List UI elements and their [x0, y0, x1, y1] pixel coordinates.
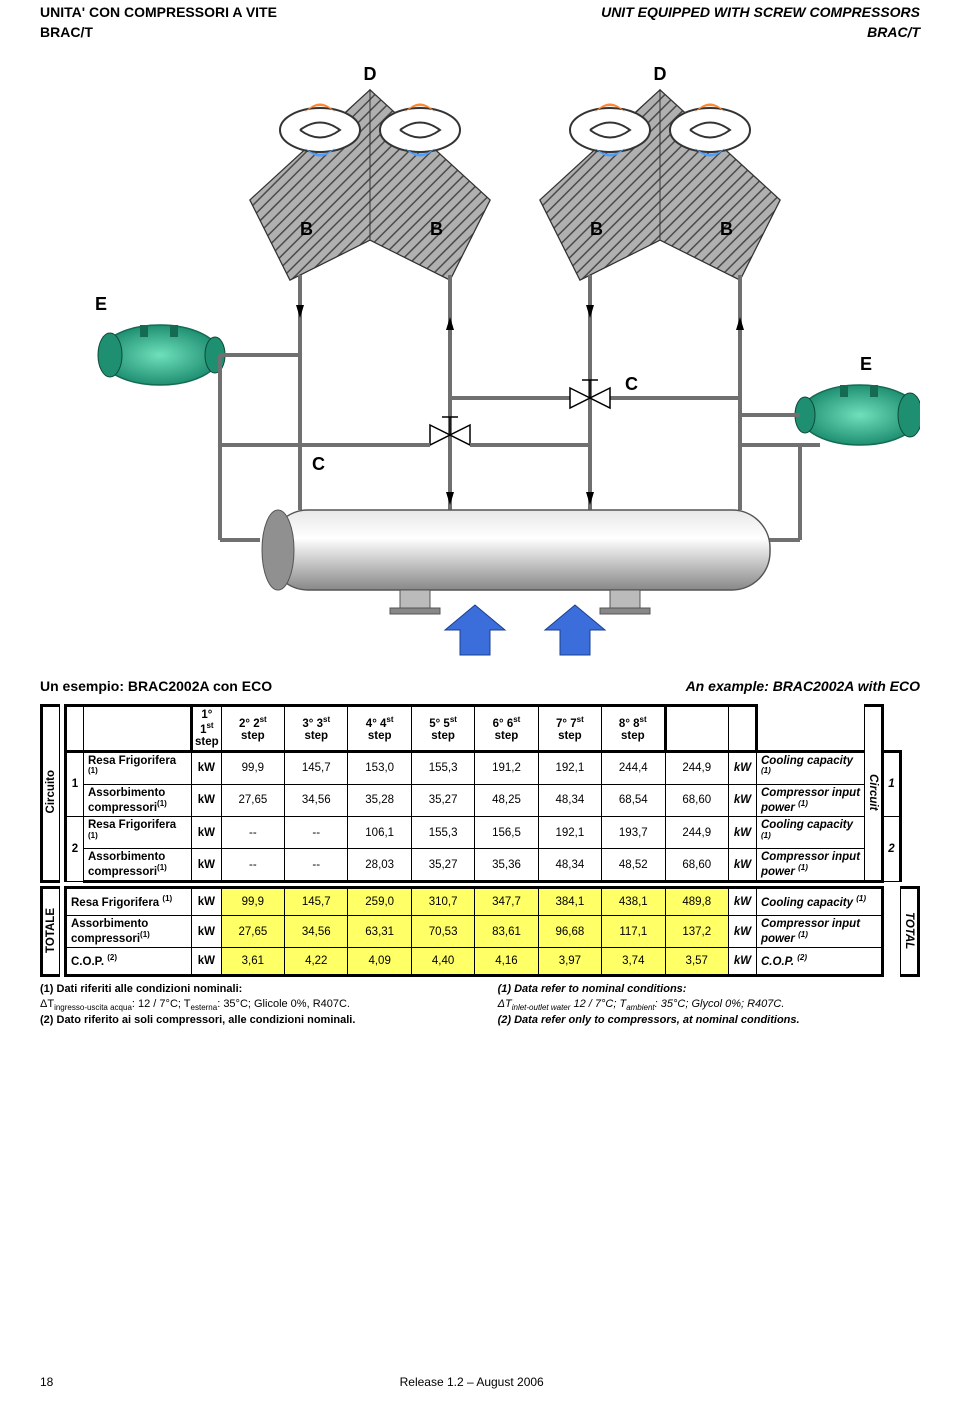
side-label-totale: TOTALE — [45, 908, 57, 953]
svg-text:B: B — [430, 219, 443, 239]
row-resa-2: Resa Frigorifera (1) — [84, 817, 192, 849]
row-tot-assorb: Assorbimento compressori(1) — [66, 916, 192, 948]
row-cooling-2: Cooling capacity (1) — [757, 817, 865, 849]
step-2: 2° 2ststep — [221, 706, 284, 752]
system-diagram: D B B D B B E — [40, 50, 920, 660]
model-en: BRAC/T — [867, 24, 920, 40]
row-comppower-1: Compressor input power (1) — [757, 784, 865, 816]
step-5: 5° 5ststep — [411, 706, 474, 752]
row-tot-cooling: Cooling capacity (1) — [757, 888, 883, 916]
step-7: 7° 7ststep — [538, 706, 601, 752]
model-row: BRAC/T BRAC/T — [40, 24, 920, 40]
row-tot-resa: Resa Frigorifera (1) — [66, 888, 192, 916]
page-footer: 18 Release 1.2 – August 2006 — [40, 1375, 920, 1389]
svg-text:D: D — [364, 64, 377, 84]
side-label-total: TOTAL — [903, 912, 915, 949]
step-4: 4° 4ststep — [348, 706, 411, 752]
row-tot-comppower: Compressor input power (1) — [757, 916, 883, 948]
row-cooling-1: Cooling capacity (1) — [757, 751, 865, 784]
data-table-wrap: Circuito 1° 1ststep 2° 2ststep 3° 3stste… — [40, 704, 920, 977]
step-8: 8° 8ststep — [602, 706, 665, 752]
example-it: Un esempio: BRAC2002A con ECO — [40, 678, 272, 694]
footnotes-en: (1) Data refer to nominal conditions: ΔT… — [498, 983, 920, 1029]
title-en: UNIT EQUIPPED WITH SCREW COMPRESSORS — [601, 4, 920, 20]
svg-text:C: C — [312, 454, 325, 474]
row-cop: C.O.P. (2) — [66, 948, 192, 976]
title-it: UNITA' CON COMPRESSORI A VITE — [40, 4, 277, 20]
svg-text:B: B — [300, 219, 313, 239]
svg-text:B: B — [590, 219, 603, 239]
page-number: 18 — [40, 1375, 53, 1389]
side-label-circuit: Circuit — [867, 774, 879, 810]
step-6: 6° 6ststep — [475, 706, 538, 752]
footnotes: (1) Dati riferiti alle condizioni nomina… — [40, 983, 920, 1029]
row-cop-en: C.O.P. (2) — [757, 948, 883, 976]
release-info: Release 1.2 – August 2006 — [53, 1375, 890, 1389]
step-1: 1° 1ststep — [192, 706, 222, 752]
row-assorb-1: Assorbimento compressori(1) — [84, 784, 192, 816]
svg-text:E: E — [860, 354, 872, 374]
row-resa-1: Resa Frigorifera (1) — [84, 751, 192, 784]
svg-text:E: E — [95, 294, 107, 314]
svg-text:C: C — [625, 374, 638, 394]
example-en: An example: BRAC2002A with ECO — [686, 678, 920, 694]
compressor-left — [98, 325, 225, 385]
compressor-right — [795, 385, 920, 445]
svg-text:D: D — [654, 64, 667, 84]
svg-text:B: B — [720, 219, 733, 239]
group-2: 2 — [66, 817, 84, 882]
evaporator-tank — [262, 510, 770, 614]
page-title-row: UNITA' CON COMPRESSORI A VITE UNIT EQUIP… — [40, 4, 920, 20]
side-label-circuito: Circuito — [45, 770, 57, 813]
row-comppower-2: Compressor input power (1) — [757, 849, 865, 882]
group-1: 1 — [66, 751, 84, 816]
data-table: Circuito 1° 1ststep 2° 2ststep 3° 3stste… — [40, 704, 920, 977]
footnotes-it: (1) Dati riferiti alle condizioni nomina… — [40, 983, 462, 1029]
row-assorb-2: Assorbimento compressori(1) — [84, 849, 192, 882]
step-3: 3° 3ststep — [285, 706, 348, 752]
example-caption: Un esempio: BRAC2002A con ECO An example… — [40, 678, 920, 694]
model-it: BRAC/T — [40, 24, 93, 40]
c1-resa-0: 99,9 — [221, 751, 284, 784]
